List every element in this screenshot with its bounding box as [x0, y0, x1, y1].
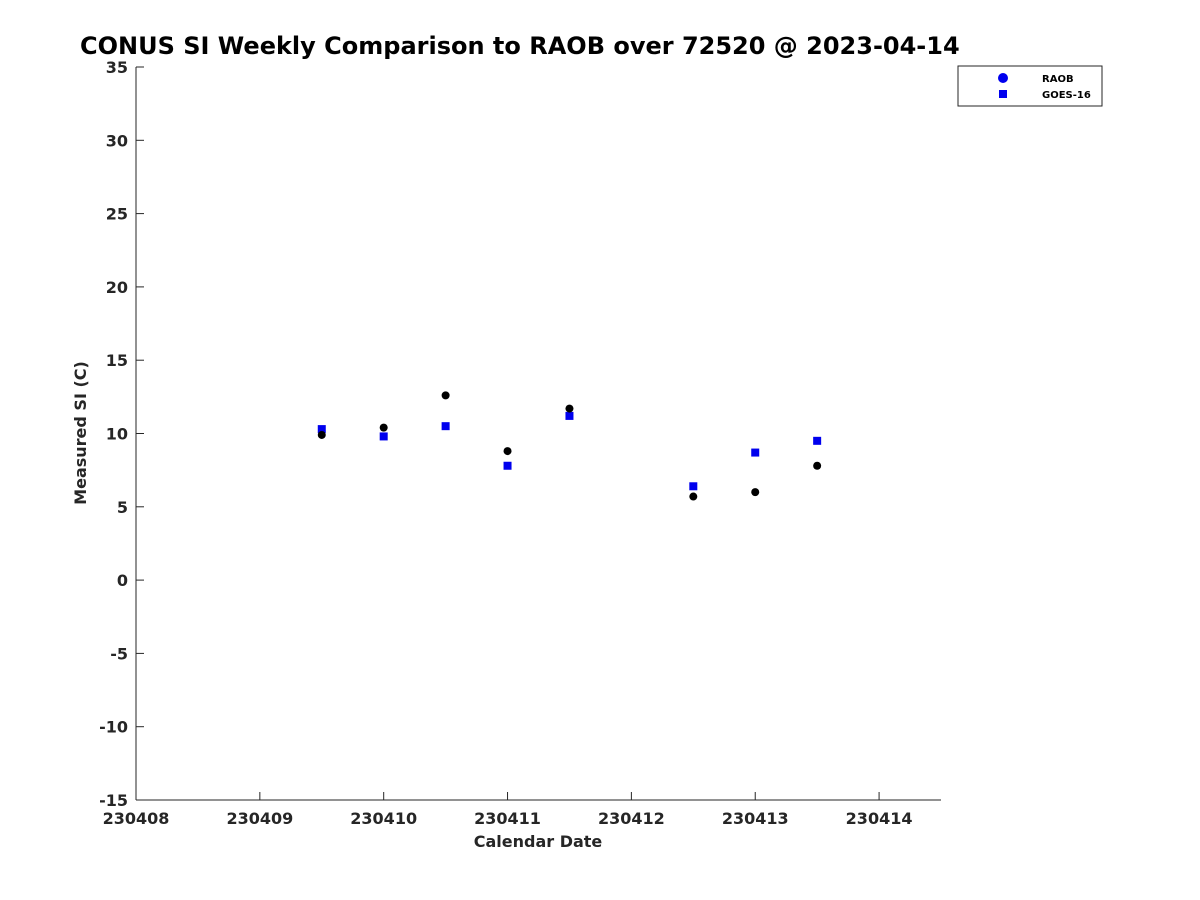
goes16-point	[813, 436, 822, 445]
raob-point	[565, 404, 574, 413]
y-tick-label: 35	[106, 58, 128, 77]
raob-point	[751, 488, 760, 497]
legend-raob-marker	[998, 73, 1008, 83]
y-tick-label: 0	[117, 571, 128, 590]
axes: -15 -10 -5 0 5 10 15 20 25 30 35 230408 230409 230410…	[99, 58, 941, 828]
x-tick-label: 230409	[226, 809, 293, 828]
y-tick-label: 25	[106, 205, 128, 224]
legend-label: GOES-16	[1042, 90, 1091, 101]
data-points	[317, 391, 822, 501]
raob-point	[441, 391, 450, 400]
x-tick-label: 230411	[474, 809, 541, 828]
legend: RAOB GOES-16	[957, 65, 1103, 107]
y-tick-label: 30	[106, 131, 128, 150]
raob-point	[317, 430, 326, 439]
x-tick-label: 230408	[103, 809, 170, 828]
legend-label: RAOB	[1042, 74, 1074, 85]
x-axis-label: Calendar Date	[474, 832, 603, 851]
legend-goes16-marker	[999, 90, 1007, 98]
y-tick-label: -15	[99, 791, 128, 810]
y-tick-label: 15	[106, 351, 128, 370]
y-tick-label: -10	[99, 718, 128, 737]
goes16-point	[379, 432, 388, 441]
chart-title: CONUS SI Weekly Comparison to RAOB over …	[80, 32, 960, 60]
y-tick-label: 10	[106, 425, 128, 444]
x-tick-label: 230412	[598, 809, 665, 828]
y-tick-label: 20	[106, 278, 128, 297]
raob-point	[813, 461, 822, 470]
goes16-point	[503, 461, 512, 470]
raob-point	[503, 447, 512, 456]
goes16-point	[689, 482, 698, 491]
x-tick-label: 230410	[350, 809, 417, 828]
goes16-point	[565, 411, 574, 420]
x-tick-label: 230413	[722, 809, 789, 828]
raob-point	[379, 423, 388, 432]
y-tick-label: 5	[117, 498, 128, 517]
y-tick-label: -5	[110, 644, 128, 663]
goes16-point	[441, 422, 450, 431]
x-tick-label: 230414	[846, 809, 913, 828]
legend-box	[957, 65, 1103, 107]
goes16-point	[317, 425, 326, 434]
goes16-point	[751, 448, 760, 457]
raob-point	[689, 492, 698, 501]
y-axis-label: Measured SI (C)	[71, 361, 90, 505]
